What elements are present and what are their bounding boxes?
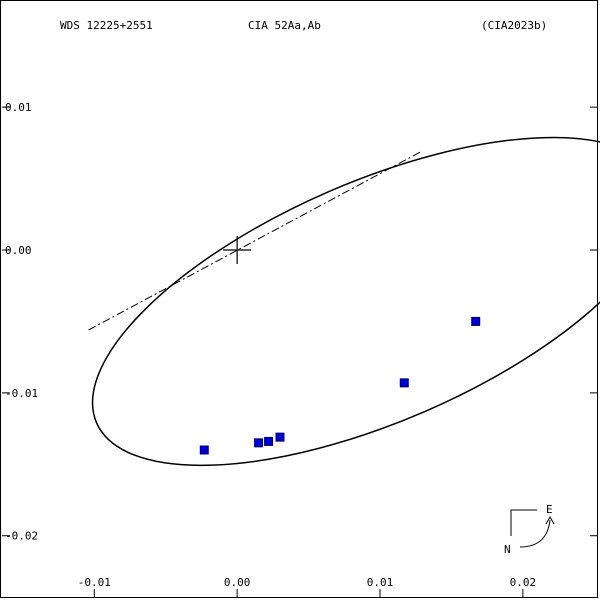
orbit-ellipse (91, 136, 600, 467)
y-tick-label: -0.01 (5, 387, 38, 400)
y-tick-label: 0.01 (5, 101, 32, 114)
x-tick-label: 0.02 (510, 576, 537, 589)
header-left: WDS 12225+2551 (60, 19, 153, 32)
x-axis-ticks: -0.01 0.00 0.01 0.02 (78, 576, 536, 597)
primary-star-cross (223, 236, 252, 264)
compass-east-label: E (546, 503, 553, 516)
x-tick-label: -0.01 (78, 576, 111, 589)
header-center: CIA 52Aa,Ab (248, 19, 321, 32)
x-tick-label: 0.00 (224, 576, 251, 589)
header-right: (CIA2023b) (481, 19, 547, 32)
observation-point (254, 438, 264, 448)
observation-markers (199, 316, 481, 455)
line-of-nodes (88, 150, 422, 331)
y-tick-label: -0.02 (5, 530, 38, 543)
compass-north-label: N (504, 543, 511, 556)
y-tick-label: 0.00 (5, 244, 32, 257)
compass-icon: E N (504, 503, 555, 556)
observation-point (199, 445, 209, 455)
x-tick-label: 0.01 (367, 576, 394, 589)
observation-point (264, 436, 274, 446)
observation-point (275, 432, 285, 442)
observation-point (471, 316, 481, 326)
observation-point (399, 378, 409, 388)
y-axis-ticks: 0.01 0.00 -0.01 -0.02 (2, 101, 598, 543)
